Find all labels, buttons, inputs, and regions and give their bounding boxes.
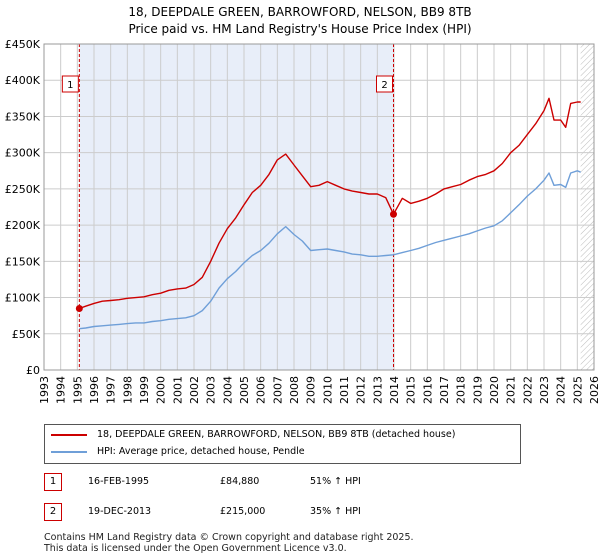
y-tick-label: £50K (12, 328, 41, 341)
transaction-date: 16-FEB-1995 (88, 476, 150, 487)
y-tick-label: £400K (5, 74, 41, 87)
legend-label-hpi: HPI: Average price, detached house, Pend… (97, 446, 305, 457)
sale-point (75, 305, 83, 313)
x-tick-label: 2010 (321, 376, 334, 404)
plot-border (43, 43, 595, 371)
x-tick-label: 2006 (255, 376, 268, 404)
property-price-line (79, 97, 581, 310)
x-tick-label: 2012 (355, 376, 368, 404)
y-tick-label: £450K (5, 38, 41, 51)
x-tick-label: 1993 (38, 376, 51, 404)
x-tick-label: 2007 (271, 376, 284, 404)
x-tick-label: 2020 (488, 376, 501, 404)
transaction-marker: 1 (44, 473, 62, 491)
legend-line-hpi (51, 450, 87, 453)
forecast-hatched-region (580, 44, 594, 370)
y-tick-label: £0 (26, 364, 40, 377)
footer-copyright: Contains HM Land Registry data © Crown c… (44, 532, 414, 543)
transaction-hpi-change: 35% ↑ HPI (310, 506, 361, 517)
x-tick-label: 2014 (388, 376, 401, 404)
x-tick-label: 2016 (421, 376, 434, 404)
x-tick-label: 1995 (71, 376, 84, 404)
x-tick-label: 1997 (105, 376, 118, 404)
x-tick-label: 2019 (471, 376, 484, 404)
legend-item-hpi: HPI: Average price, detached house, Pend… (51, 444, 305, 460)
x-tick-label: 2015 (405, 376, 418, 404)
x-tick-label: 2022 (521, 376, 534, 404)
price-chart: £0 £50K £100K £150K £200K £250K £300K £350K £400… (5, 38, 600, 404)
chart-subtitle: Price paid vs. HM Land Registry's House … (128, 22, 472, 36)
x-tick-label: 2021 (505, 376, 518, 404)
hpi-line (79, 170, 581, 330)
y-tick-label: £200K (5, 219, 41, 232)
sale-number-box (376, 75, 393, 93)
x-tick-label: 2008 (288, 376, 301, 404)
x-tick-label: 1999 (138, 376, 151, 404)
x-tick-label: 2002 (188, 376, 201, 404)
y-tick-label: £350K (5, 110, 41, 123)
x-tick-label: 1998 (121, 376, 134, 404)
transaction-hpi-change: 51% ↑ HPI (310, 476, 361, 487)
x-tick-label: 2005 (238, 376, 251, 404)
x-tick-label: 2024 (555, 376, 568, 404)
legend-line-property (51, 433, 87, 436)
x-tick-label: 2009 (305, 376, 318, 404)
y-tick-label: £300K (5, 147, 41, 160)
x-tick-label: 2018 (455, 376, 468, 404)
sale-number-box (61, 75, 79, 93)
x-tick-label: 2000 (155, 376, 168, 404)
legend: 18, DEEPDALE GREEN, BARROWFORD, NELSON, … (44, 424, 521, 464)
sale-number-label: 2 (381, 80, 387, 91)
sale-point (390, 210, 397, 218)
x-tick-label: 2003 (205, 376, 218, 404)
x-tick-label: 1996 (88, 376, 101, 404)
ownership-shaded-region (79, 44, 394, 370)
x-tick-label: 2001 (171, 376, 184, 404)
legend-label-property: 18, DEEPDALE GREEN, BARROWFORD, NELSON, … (97, 429, 456, 440)
x-tick-label: 2004 (221, 376, 234, 404)
y-tick-label: £150K (5, 255, 41, 268)
x-tick-label: 2025 (571, 376, 584, 404)
transaction-price: £215,000 (220, 506, 266, 517)
x-tick-label: 2011 (338, 376, 351, 404)
x-tick-label: 2013 (371, 376, 384, 404)
x-tick-label: 2023 (538, 376, 551, 404)
y-tick-label: £100K (5, 292, 41, 305)
transaction-price: £84,880 (220, 476, 260, 487)
x-tick-label: 2026 (588, 376, 600, 404)
footer-licence: This data is licensed under the Open Gov… (44, 543, 347, 554)
chart-title: 18, DEEPDALE GREEN, BARROWFORD, NELSON, … (128, 5, 472, 19)
x-tick-label: 2017 (438, 376, 451, 404)
transaction-date: 19-DEC-2013 (88, 506, 152, 517)
x-tick-label: 1994 (55, 376, 68, 404)
legend-item-property: 18, DEEPDALE GREEN, BARROWFORD, NELSON, … (51, 427, 455, 443)
sale-number-label: 1 (67, 80, 73, 91)
y-tick-label: £250K (5, 183, 41, 196)
transaction-marker: 2 (44, 503, 62, 521)
